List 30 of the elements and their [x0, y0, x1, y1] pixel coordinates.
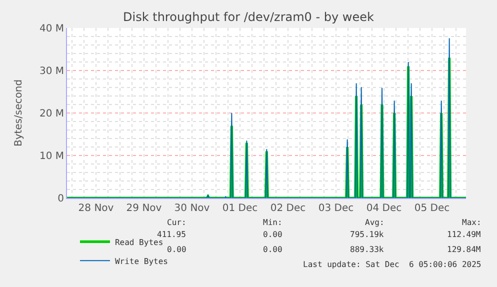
y-tick-label: 0 [58, 194, 64, 204]
legend-label: Write Bytes [114, 256, 168, 266]
y-tick-label: 40 M [39, 24, 64, 34]
y-axis-title: Bytes/second [13, 79, 24, 147]
legend-label: Read Bytes [114, 238, 164, 247]
text: 411.95 [157, 230, 186, 239]
text: 0.00 [263, 245, 282, 254]
text: Cur: [167, 218, 186, 227]
x-tick-label: 05 Dec [414, 203, 450, 214]
text: Last update: Sat Dec 6 05:00:06 2025 [303, 260, 482, 269]
text: 0.00 [263, 230, 282, 239]
y-tick-label: 30 M [39, 66, 64, 77]
x-tick-label: 01 Dec [222, 203, 258, 214]
text: 795.19k [350, 230, 384, 239]
x-tick-label: 02 Dec [270, 203, 306, 214]
x-tick-label: 30 Nov [174, 203, 210, 214]
text: Avg: [365, 218, 384, 227]
text: 112.49M [447, 230, 481, 239]
text: 889.33k [350, 245, 384, 254]
text: Max: [462, 218, 482, 227]
text: 129.84M [447, 245, 481, 254]
y-tick-label: 20 M [39, 108, 64, 120]
text: Min: [263, 218, 282, 227]
x-tick-label: 04 Dec [366, 203, 402, 214]
x-tick-label: 28 Nov [78, 203, 114, 214]
x-tick-label: 03 Dec [318, 203, 354, 214]
y-tick-label: 10 M [39, 151, 64, 162]
x-tick-label: 29 Nov [126, 203, 162, 214]
text: 0.00 [167, 245, 186, 254]
chart-title: Disk throughput for /dev/zram0 - by week [123, 10, 374, 24]
